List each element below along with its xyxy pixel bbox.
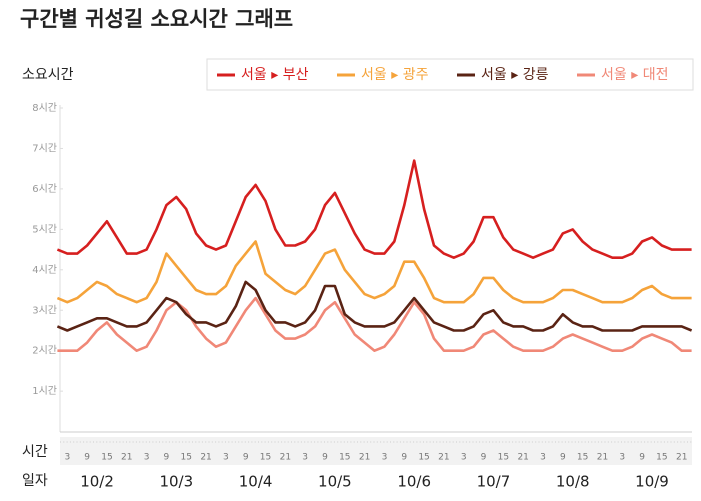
legend-label: 서울 ▸ 광주 xyxy=(361,67,429,83)
hour-tick-label: 21 xyxy=(280,453,291,463)
hour-tick-label: 21 xyxy=(200,453,211,463)
day-label: 10/6 xyxy=(397,473,431,491)
series-line xyxy=(56,280,693,332)
hour-tick-label: 15 xyxy=(339,453,350,463)
y-tick-label: 1시간 xyxy=(32,385,57,397)
hour-tick-label: 3 xyxy=(540,453,546,463)
hour-tick-label: 21 xyxy=(597,453,608,463)
hour-tick-label: 21 xyxy=(359,453,370,463)
y-tick-label: 3시간 xyxy=(32,304,57,316)
hour-tick-label: 21 xyxy=(438,453,449,463)
day-label: 10/3 xyxy=(159,473,193,491)
day-label: 10/5 xyxy=(318,473,352,491)
day-label: 10/4 xyxy=(239,473,273,491)
y-tick-label: 6시간 xyxy=(32,183,57,195)
hour-tick-label: 15 xyxy=(260,453,271,463)
legend-label: 서울 ▸ 부산 xyxy=(241,67,309,83)
series-line xyxy=(56,240,692,304)
day-label: 10/2 xyxy=(80,473,114,491)
hour-tick-label: 9 xyxy=(560,453,566,463)
hour-tick-label: 3 xyxy=(461,453,467,463)
legend-label: 서울 ▸ 대전 xyxy=(601,67,668,83)
hour-tick-label: 21 xyxy=(517,453,528,463)
hour-axis-label: 시간 xyxy=(22,444,48,460)
hour-tick-label: 3 xyxy=(144,453,150,463)
hour-tick-label: 3 xyxy=(619,453,625,463)
y-tick-label: 4시간 xyxy=(32,264,57,276)
day-label: 10/8 xyxy=(556,473,590,491)
hour-tick-label: 15 xyxy=(101,453,112,463)
legend-label: 서울 ▸ 강릉 xyxy=(481,67,549,83)
hour-tick-label: 3 xyxy=(302,453,308,463)
hour-tick-label: 9 xyxy=(639,453,645,463)
y-tick-label: 5시간 xyxy=(32,223,57,235)
hour-tick-label: 9 xyxy=(322,453,328,463)
day-axis-label: 일자 xyxy=(22,473,48,489)
series-line xyxy=(56,159,692,259)
hour-band xyxy=(60,437,692,465)
hour-tick-label: 9 xyxy=(243,453,249,463)
y-tick-label: 7시간 xyxy=(32,142,57,154)
chart-title: 구간별 귀성길 소요시간 그래프 xyxy=(20,7,293,31)
series-line xyxy=(57,296,692,352)
hour-tick-label: 3 xyxy=(64,453,70,463)
hour-tick-label: 3 xyxy=(382,453,388,463)
hour-tick-label: 15 xyxy=(181,453,192,463)
y-tick-label: 2시간 xyxy=(32,345,57,357)
y-axis-label: 소요시간 xyxy=(22,67,74,83)
hour-tick-label: 9 xyxy=(164,453,170,463)
hour-tick-label: 21 xyxy=(121,453,132,463)
legend-box xyxy=(206,58,694,91)
day-label: 10/9 xyxy=(635,473,669,491)
hour-tick-label: 9 xyxy=(401,453,407,463)
hour-tick-label: 21 xyxy=(676,453,687,463)
y-tick-label: 8시간 xyxy=(32,102,57,114)
hour-tick-label: 3 xyxy=(223,453,229,463)
day-label: 10/7 xyxy=(477,473,511,491)
hour-tick-label: 9 xyxy=(84,453,90,463)
hour-tick-label: 15 xyxy=(577,453,588,463)
hour-tick-label: 15 xyxy=(656,453,667,463)
hour-tick-label: 9 xyxy=(481,453,487,463)
hour-tick-label: 15 xyxy=(418,453,429,463)
hour-tick-label: 15 xyxy=(498,453,509,463)
